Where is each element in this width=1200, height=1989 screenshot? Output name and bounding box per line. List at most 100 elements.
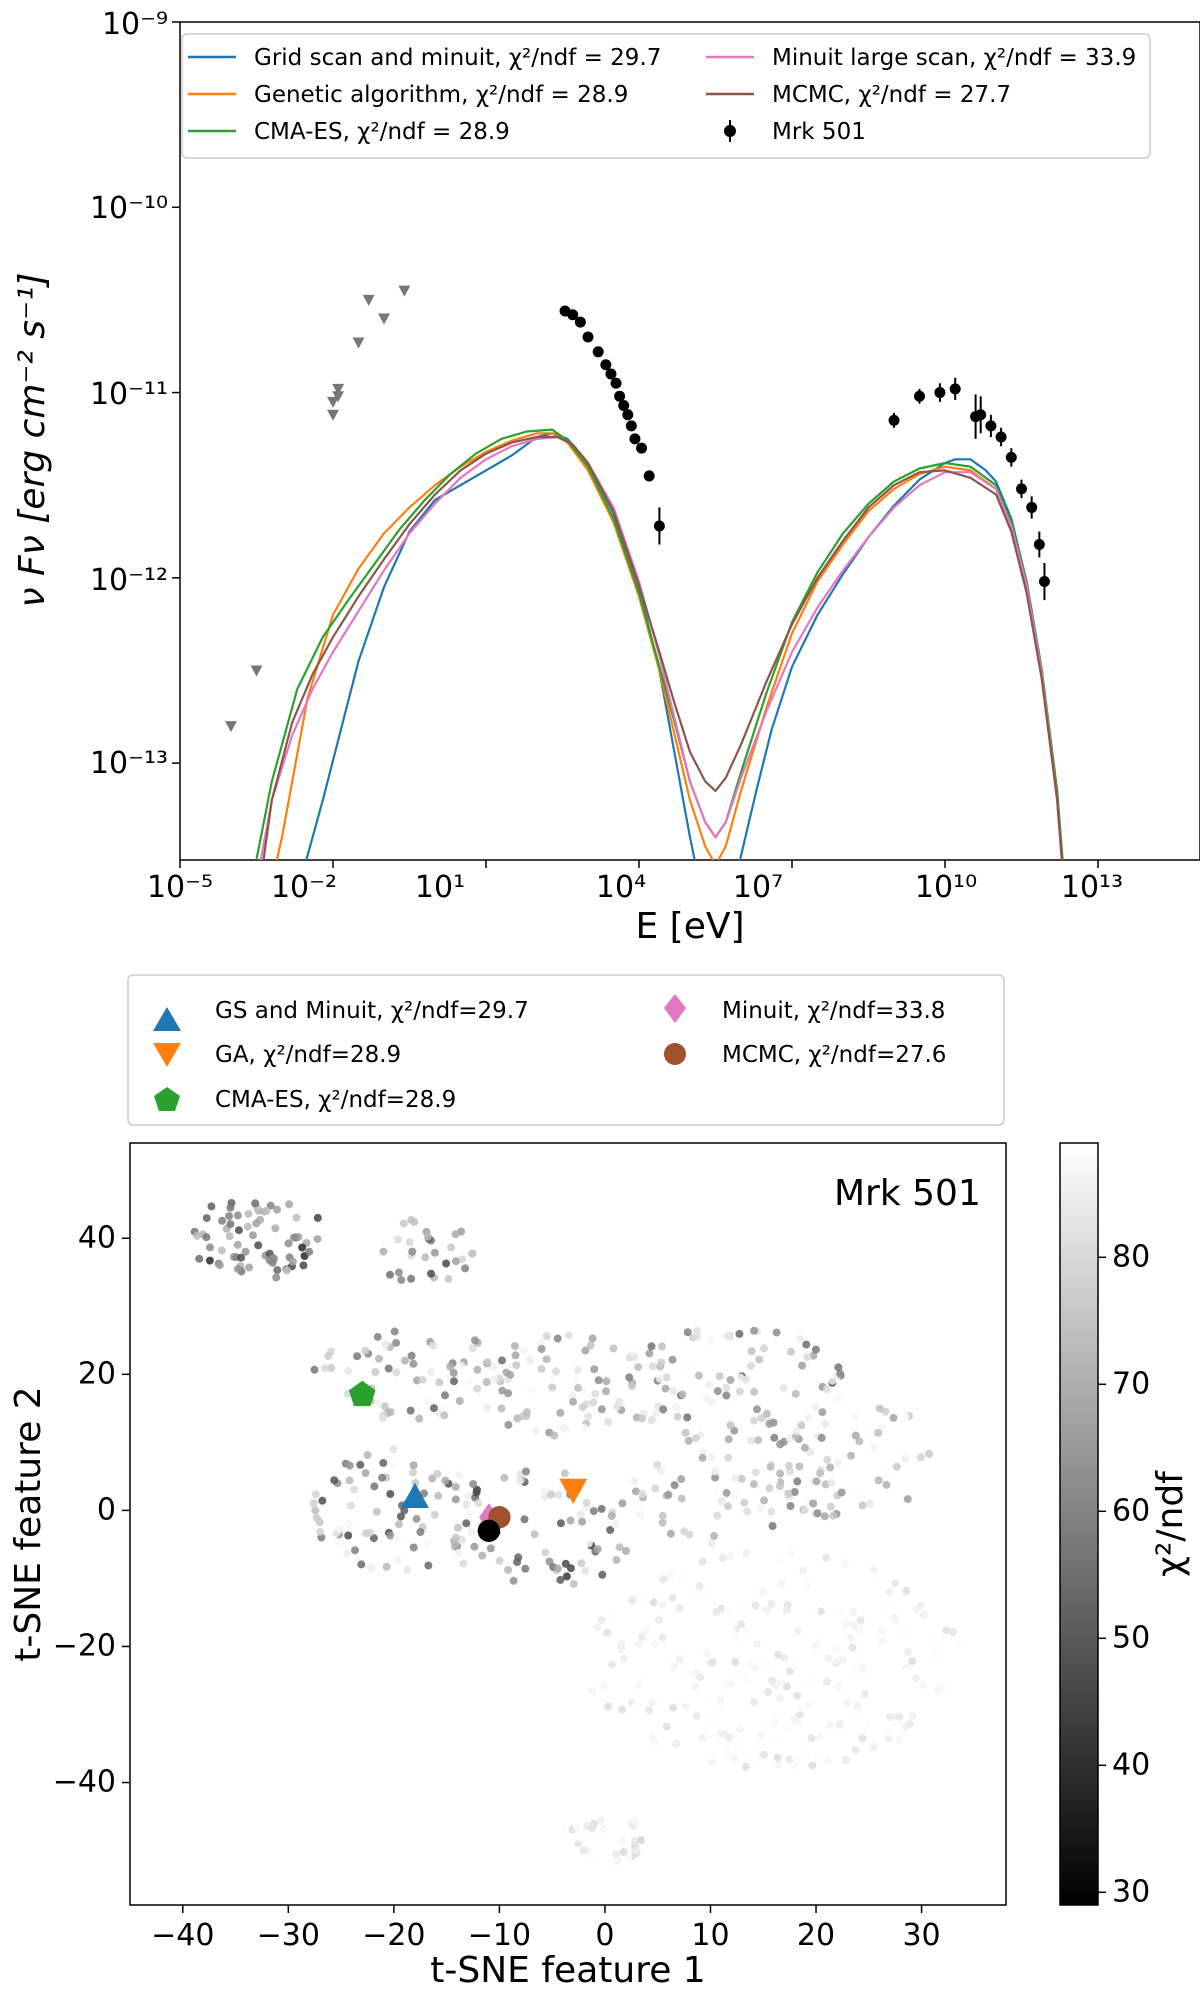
tsne-point: [251, 1199, 260, 1208]
tsne-point: [504, 1389, 513, 1398]
tsne-point: [836, 1720, 845, 1729]
tsne-point: [483, 1358, 492, 1366]
tsne-point: [473, 1384, 482, 1393]
tsne-point: [802, 1340, 811, 1349]
tsne-point: [762, 1606, 771, 1615]
tsne-point: [393, 1556, 402, 1565]
tsne-point: [823, 1455, 832, 1464]
tsne-point: [864, 1666, 873, 1675]
tsne-point: [554, 1491, 563, 1499]
tsne-point: [429, 1341, 437, 1350]
tsne-point: [810, 1606, 819, 1614]
tsne-point: [707, 1539, 716, 1548]
tsne-point: [790, 1715, 799, 1724]
best-fit-marker: [400, 1482, 429, 1508]
tsne-point: [731, 1658, 740, 1667]
tsne-point: [707, 1758, 716, 1766]
tsne-point: [233, 1211, 242, 1220]
tsne-point: [750, 1416, 758, 1425]
tsne-point: [330, 1476, 339, 1485]
tsne-point: [632, 1846, 641, 1855]
tsne-point: [512, 1361, 521, 1370]
tsne-point: [313, 1213, 322, 1222]
tsne-point: [802, 1582, 811, 1591]
tsne-point: [582, 1498, 591, 1507]
tsne-point: [506, 1370, 515, 1379]
tsne-point: [553, 1564, 562, 1573]
tsne-point: [737, 1620, 746, 1629]
tsne-point: [562, 1572, 571, 1581]
tsne-xtick-label: 0: [595, 1918, 614, 1953]
tsne-point: [842, 1698, 851, 1707]
sed-data-point: [1016, 483, 1027, 495]
tsne-point: [724, 1749, 733, 1758]
tsne-point: [336, 1538, 345, 1547]
tsne-point: [556, 1408, 565, 1417]
tsne-point: [725, 1733, 734, 1742]
colorbar: [1059, 1142, 1099, 1906]
sed-data-point: [975, 409, 987, 421]
tsne-point: [597, 1405, 606, 1414]
tsne-point: [427, 1269, 435, 1278]
tsne-point: [634, 1640, 643, 1649]
tsne-point: [262, 1206, 271, 1215]
sed-xtick-label: 10¹³: [1061, 870, 1123, 905]
tsne-point: [724, 1435, 733, 1444]
sed-legend-box: [181, 33, 1151, 159]
tsne-point: [205, 1256, 214, 1265]
tsne-point: [869, 1565, 878, 1574]
tsne-point: [669, 1387, 677, 1396]
tsne-point: [243, 1222, 252, 1231]
tsne-point: [857, 1708, 865, 1717]
tsne-point: [407, 1351, 416, 1360]
sed-xtick-label: 10¹⁰: [915, 870, 977, 905]
legend-label-genetic: Genetic algorithm, χ²/ndf = 28.9: [254, 82, 628, 108]
tsne-point: [773, 1735, 782, 1744]
sed-data-point: [592, 346, 604, 358]
tsne-point: [373, 1332, 382, 1341]
tsne-point: [468, 1249, 477, 1258]
tsne-point: [612, 1555, 621, 1564]
tsne-point: [790, 1661, 799, 1670]
tsne-ytick-label: −40: [53, 1765, 116, 1800]
tsne-point: [202, 1233, 211, 1242]
tsne-point: [727, 1626, 736, 1635]
tsne-point: [600, 1681, 608, 1690]
tsne-point: [254, 1241, 263, 1250]
tsne-point: [441, 1357, 450, 1366]
tsne-point: [735, 1725, 744, 1734]
tsne-point: [908, 1657, 917, 1666]
tsne-point: [380, 1402, 389, 1411]
tsne-point: [428, 1474, 437, 1483]
tsne-point: [522, 1467, 530, 1476]
sed-ticks: [172, 21, 1099, 868]
tsne-point: [652, 1409, 661, 1418]
tsne-point: [574, 1383, 582, 1392]
sed-xlabel: E [eV]: [635, 906, 744, 947]
tsne-point: [588, 1824, 596, 1833]
tsne-point: [730, 1491, 739, 1500]
tsne-point: [386, 1408, 395, 1416]
tsne-point: [698, 1447, 707, 1456]
tsne-point: [707, 1453, 716, 1462]
tsne-point: [584, 1539, 593, 1547]
tsne-point: [604, 1417, 613, 1426]
tsne-point: [691, 1434, 700, 1443]
sed-ytick-label: 10⁻⁹: [102, 7, 168, 42]
tsne-xtick-label: 30: [902, 1918, 940, 1953]
tsne-point: [552, 1367, 560, 1376]
tsne-point: [691, 1682, 700, 1691]
tsne-point: [361, 1346, 370, 1355]
tsne-point: [451, 1495, 460, 1504]
tsne-point: [511, 1351, 520, 1360]
tsne-point: [416, 1528, 425, 1536]
tsne-point: [454, 1523, 462, 1532]
tsne-point: [705, 1380, 714, 1389]
tsne-point: [776, 1440, 785, 1449]
tsne-point: [765, 1419, 774, 1428]
legend-label-minuit-large: Minuit large scan, χ²/ndf = 33.9: [772, 45, 1136, 71]
tsne-point: [851, 1412, 860, 1421]
tsne-point: [783, 1682, 791, 1691]
tsne-point: [849, 1608, 858, 1617]
tsne-point: [678, 1390, 687, 1399]
